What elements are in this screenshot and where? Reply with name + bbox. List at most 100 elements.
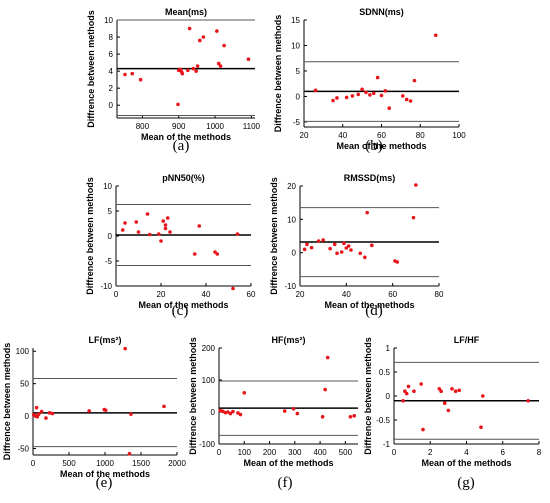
x-tick-label: 500 [339,448,353,457]
x-tick-label: 300 [288,448,302,457]
data-point [349,248,353,252]
x-tick-label: 4 [464,448,469,457]
data-point [39,409,44,414]
y-tick-label: 50 [20,380,29,389]
panel-caption: (g) [457,475,475,491]
x-axis-label: Mean of the methods [421,458,511,468]
chart-title: HF(ms²) [272,335,306,345]
data-point [120,228,125,232]
data-point [450,387,454,391]
y-axis-label: Diffrence between methods [363,337,373,455]
data-point [302,247,307,252]
x-tick-label: 2000 [168,459,186,468]
data-point [123,221,127,225]
x-tick-label: 900 [172,122,186,131]
data-point [348,415,353,419]
data-point [180,71,185,76]
data-point [136,230,141,234]
chart-title: SDNN(ms) [359,7,404,17]
data-point [446,408,451,413]
y-tick-label: 0 [109,101,114,110]
y-tick-label: -10 [284,282,296,291]
y-tick-label: 100 [202,376,216,385]
x-tick-label: 0 [392,448,397,457]
y-tick-label: 4 [109,67,114,76]
data-point [147,232,152,237]
data-point [50,411,55,416]
data-point [313,88,318,93]
y-tick-label: -1 [383,440,391,449]
data-point [331,98,335,103]
y-tick-label: 100 [16,347,30,356]
x-tick-label: 1100 [243,122,261,131]
data-point [412,389,416,394]
data-point [231,286,235,291]
y-axis-label: Diffrence between methods [85,177,95,295]
y-axis-label: Diffrence between methods [269,177,279,295]
data-point [163,226,168,231]
x-tick-label: 6 [501,448,506,457]
x-tick-label: 500 [62,459,76,468]
data-point [321,238,325,242]
panel-caption: (b) [365,138,383,154]
data-point [408,99,413,103]
y-tick-label: 0 [25,412,30,421]
y-axis-label: Diffrence between methods [188,337,198,455]
data-point [412,78,417,83]
y-tick-label: 10 [291,41,300,50]
chart-title: pNN50(%) [162,173,205,183]
data-point [360,87,364,92]
panel-caption: (d) [365,303,383,319]
y-axis-label: Diffrence between methods [86,10,96,128]
x-tick-label: 80 [416,131,425,140]
data-point [87,409,91,413]
data-point [165,216,170,220]
y-tick-label: 1 [386,344,391,353]
data-point [162,404,166,409]
data-point [371,91,376,96]
y-axis-label: Diffrence between methods [2,343,12,461]
data-point [401,399,405,403]
x-tick-label: 80 [435,290,444,299]
data-point [433,33,438,38]
data-point [218,64,223,68]
data-point [404,97,409,102]
data-point [346,244,351,248]
panel-caption: (f) [277,475,293,491]
x-tick-label: 800 [136,122,150,131]
data-point [309,245,314,250]
chart-panel: 20 40 60 80 -10 0 10 20 RMSSD(ms) Mean of the met… [269,173,444,310]
y-tick-label: 10 [104,16,113,25]
y-tick-label: 20 [287,182,296,191]
data-point [197,224,202,228]
chart-title: Mean(ms) [165,7,207,17]
data-point [191,66,196,71]
y-tick-label: 10 [103,182,112,191]
x-axis-label: Mean of the methods [324,300,414,310]
data-point [195,64,200,68]
data-point [163,223,168,227]
x-tick-label: 2 [428,448,433,457]
x-axis-label: Mean of the methods [60,469,150,479]
x-tick-label: 60 [377,131,386,140]
data-point [130,71,135,76]
chart-panel: 0 20 40 60 -10 -5 0 5 10 pNN50(%) Mean of the meth… [85,173,256,310]
x-tick-label: 8 [537,448,542,457]
data-point [411,215,416,220]
data-point [134,220,139,224]
data-point [238,412,243,417]
data-point [222,43,226,48]
data-point [168,230,172,234]
data-point [379,93,384,98]
data-point [481,394,485,398]
y-tick-label: -50 [17,445,29,454]
y-tick-label: 5 [296,67,301,76]
data-point [187,26,192,31]
data-point [129,412,133,416]
x-tick-label: 20 [157,290,166,299]
y-tick-label: -5 [293,118,301,127]
chart-title: LF(ms²) [89,335,122,345]
data-point [138,77,143,82]
